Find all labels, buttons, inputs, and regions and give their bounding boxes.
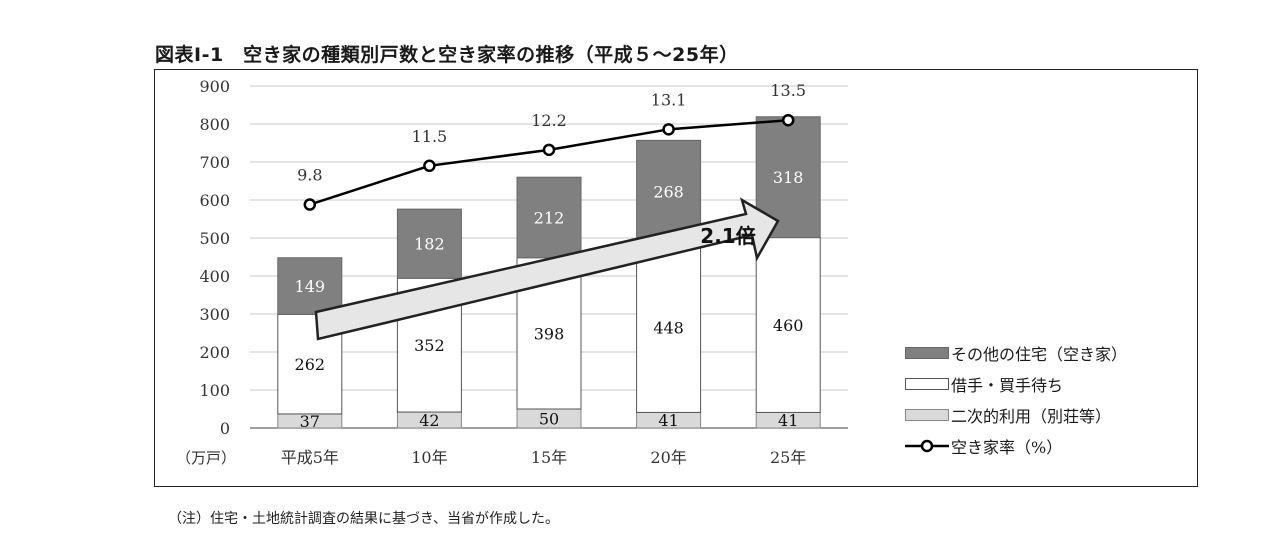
bar-segment-other (277, 257, 343, 315)
chart-frame (154, 69, 1198, 487)
vacancy-rate-label: 9.8 (297, 166, 322, 185)
legend-item-other: その他の住宅（空き家） (905, 337, 1127, 368)
bar-data-label: 318 (773, 168, 804, 187)
y-tick-label: 600 (199, 191, 230, 210)
legend-item-secondary: 二次的利用（別荘等） (905, 399, 1127, 430)
legend-swatch-light (905, 408, 949, 421)
bar-data-label: 448 (653, 318, 684, 337)
bar-data-label: 149 (295, 277, 326, 296)
legend-label: 二次的利用（別荘等） (951, 406, 1112, 426)
x-tick-label: 平成5年 (281, 448, 339, 467)
bar-data-label: 41 (658, 411, 678, 430)
x-tick-label: 25年 (770, 448, 806, 467)
bar-data-label: 182 (414, 235, 445, 254)
vacancy-rate-label: 12.2 (531, 111, 567, 130)
bar-segment-other (396, 208, 462, 279)
vacancy-rate-point (662, 123, 675, 136)
growth-arrow (314, 197, 780, 341)
x-tick-label: 10年 (411, 448, 447, 467)
vacancy-rate-label: 11.5 (412, 127, 448, 146)
legend-line-marker-icon (905, 439, 949, 452)
y-tick-label: 100 (199, 381, 230, 400)
bar-data-label: 50 (539, 410, 559, 429)
legend: その他の住宅（空き家） 借手・買手待ち 二次的利用（別荘等） 空き家率（%） (905, 337, 1127, 461)
figure-title: 図表Ⅰ-1 空き家の種類別戸数と空き家率の推移（平成５～25年） (155, 44, 739, 66)
x-tick-label: 15年 (531, 448, 567, 467)
y-tick-label: 400 (199, 267, 230, 286)
bar-data-label: 268 (653, 182, 684, 201)
y-unit-label: （万戸） (176, 449, 236, 467)
legend-label: 空き家率（%） (951, 437, 1063, 457)
y-tick-label: 0 (220, 419, 230, 438)
y-tick-label: 200 (199, 343, 230, 362)
legend-swatch-dark (905, 346, 949, 359)
bar-segment-other (516, 176, 582, 259)
y-tick-label: 500 (199, 229, 230, 248)
vacancy-rate-point (303, 198, 317, 211)
legend-swatch-white (905, 377, 949, 390)
bar-segment-rent-sale (755, 237, 821, 413)
vacancy-rate-point (423, 159, 436, 173)
legend-label: その他の住宅（空き家） (951, 344, 1128, 364)
legend-label: 借手・買手待ち (951, 375, 1064, 395)
bar-data-label: 42 (419, 411, 439, 430)
bar-segment-rent-sale (636, 241, 702, 413)
growth-arrow-label: 2.1倍 (700, 224, 755, 248)
vacancy-rate-label: 13.5 (770, 81, 806, 100)
y-tick-label: 700 (199, 153, 230, 172)
legend-item-vacancy-rate: 空き家率（%） (905, 430, 1127, 461)
source-note: （注）住宅・土地統計調査の結果に基づき、当省が作成した。 (168, 511, 560, 527)
y-tick-label: 900 (199, 77, 230, 96)
x-tick-label: 20年 (650, 448, 686, 467)
bar-data-label: 398 (534, 324, 565, 343)
bar-data-label: 37 (300, 412, 320, 431)
bar-data-label: 352 (414, 336, 445, 355)
y-tick-label: 300 (199, 305, 230, 324)
vacancy-rate-point (781, 113, 795, 127)
bar-data-label: 262 (295, 355, 326, 374)
bar-data-label: 460 (773, 316, 804, 335)
bar-data-label: 212 (534, 208, 565, 227)
vacancy-rate-label: 13.1 (651, 90, 687, 109)
legend-item-rent-sale: 借手・買手待ち (905, 368, 1127, 399)
vacancy-rate-point (542, 143, 556, 157)
bar-data-label: 41 (778, 411, 798, 430)
y-tick-label: 800 (199, 115, 230, 134)
bar-segment-other (636, 139, 702, 243)
